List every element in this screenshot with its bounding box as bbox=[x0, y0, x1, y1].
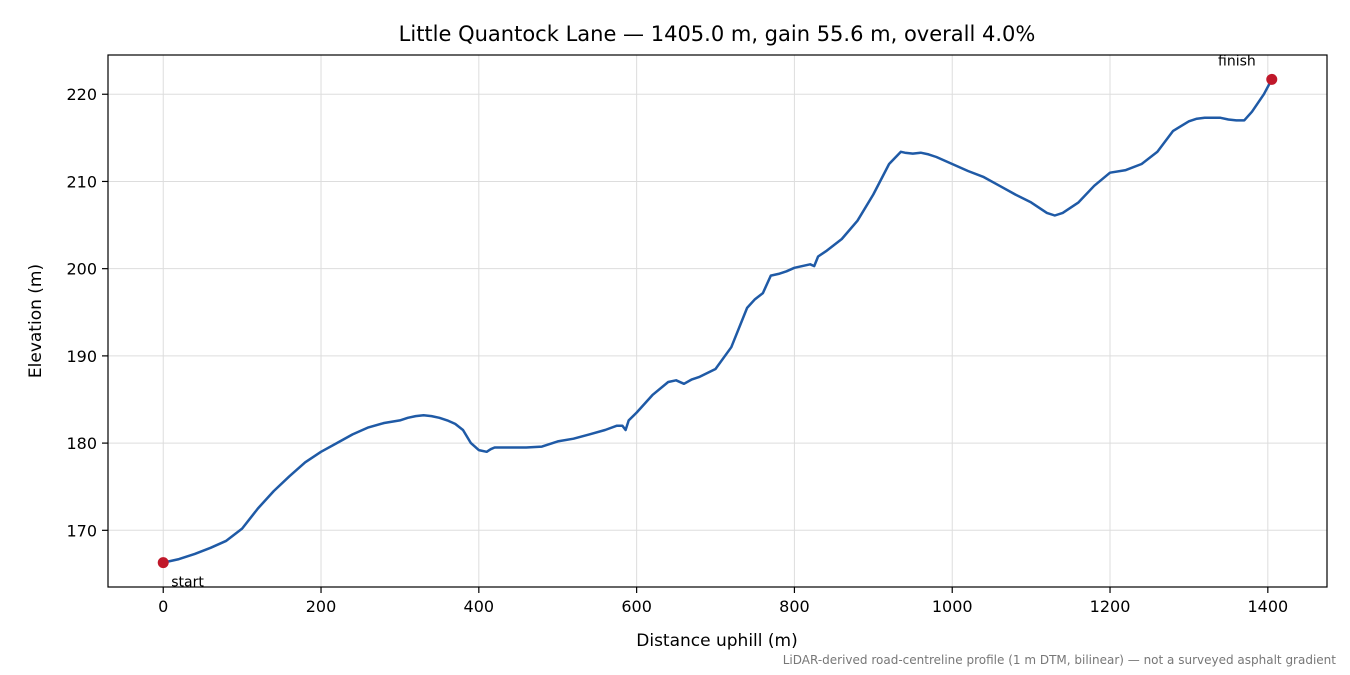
finish-label: finish bbox=[1218, 53, 1256, 69]
plot-area bbox=[107, 54, 1328, 588]
y-tick-label: 220 bbox=[66, 85, 97, 104]
x-tick-label: 1400 bbox=[1247, 597, 1288, 616]
y-tick-label: 170 bbox=[66, 521, 97, 540]
x-axis-title: Distance uphill (m) bbox=[636, 631, 797, 651]
axis-ticks: 0 200 400 600 800 1000 1200 1400 170 180 190 200 210… bbox=[66, 85, 1288, 616]
x-tick-label: 0 bbox=[158, 597, 168, 616]
chart-footnote: LiDAR-derived road-centreline profile (1… bbox=[783, 653, 1337, 667]
x-tick-label: 1200 bbox=[1090, 597, 1131, 616]
finish-marker bbox=[1266, 73, 1278, 85]
x-tick-label: 200 bbox=[306, 597, 337, 616]
x-tick-label: 600 bbox=[621, 597, 652, 616]
chart-title: Little Quantock Lane — 1405.0 m, gain 55… bbox=[399, 22, 1036, 46]
endpoint-markers: start finish bbox=[157, 53, 1278, 591]
x-tick-label: 400 bbox=[464, 597, 495, 616]
y-tick-label: 210 bbox=[66, 172, 97, 191]
y-axis-title: Elevation (m) bbox=[26, 264, 46, 378]
y-tick-label: 180 bbox=[66, 434, 97, 453]
y-tick-label: 200 bbox=[66, 260, 97, 279]
start-marker bbox=[157, 557, 169, 569]
x-tick-label: 800 bbox=[779, 597, 810, 616]
elevation-profile-line bbox=[162, 78, 1273, 564]
start-label: start bbox=[171, 575, 204, 591]
x-tick-label: 1000 bbox=[932, 597, 973, 616]
y-tick-label: 190 bbox=[66, 347, 97, 366]
grid-lines bbox=[108, 55, 1327, 587]
